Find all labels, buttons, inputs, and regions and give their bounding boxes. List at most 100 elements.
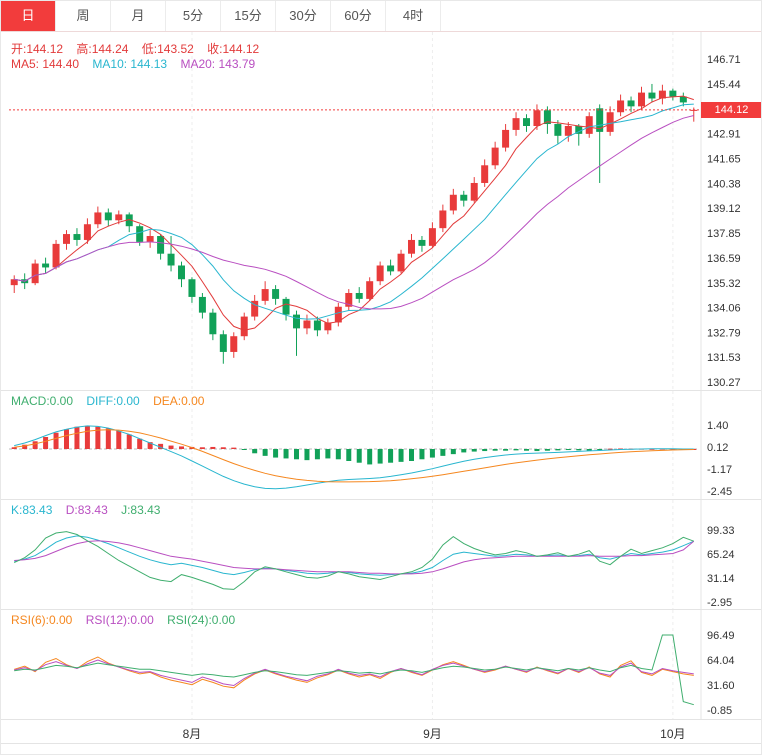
- dea-value: DEA:0.00: [153, 394, 205, 408]
- macd-bar: [168, 445, 174, 449]
- macd-bar: [471, 449, 477, 452]
- candle: [470, 177, 478, 203]
- candle: [512, 112, 520, 136]
- candle: [596, 104, 604, 183]
- macd-bar: [398, 449, 404, 462]
- tab-week[interactable]: 周: [56, 1, 111, 31]
- macd-bar: [440, 449, 446, 456]
- d-value: D:83.43: [65, 503, 108, 517]
- y-axis-label: 65.24: [707, 549, 735, 561]
- candle: [125, 212, 133, 233]
- candle: [272, 285, 280, 305]
- macd-bar: [116, 431, 122, 449]
- candle: [63, 230, 70, 250]
- macd-bar: [419, 449, 425, 460]
- high-value: 高:144.24: [76, 42, 129, 56]
- candle: [146, 230, 154, 248]
- y-axis-label: 0.12: [707, 442, 728, 454]
- candle: [679, 92, 687, 107]
- y-axis-label: 141.65: [707, 153, 741, 165]
- j-value: J:83.43: [121, 503, 161, 517]
- d-line: [14, 540, 695, 575]
- candle: [481, 159, 489, 187]
- candle: [658, 84, 666, 105]
- candle: [564, 122, 572, 142]
- macd-bar: [555, 449, 561, 451]
- y-axis-label: 145.44: [707, 79, 741, 91]
- ma10-line: [14, 103, 694, 320]
- ma20-value: MA20: 143.79: [180, 57, 256, 71]
- tab-30min[interactable]: 30分: [276, 1, 331, 31]
- macd-bar: [367, 449, 373, 465]
- kdj-header: K:83.43 D:83.43 J:83.43: [11, 503, 170, 517]
- macd-bar: [503, 449, 509, 451]
- macd-bar: [450, 449, 456, 455]
- j-line: [13, 531, 694, 590]
- y-axis-label: 99.33: [707, 525, 735, 537]
- macd-bar: [231, 447, 237, 449]
- rsi6-value: RSI(6):0.00: [11, 613, 73, 627]
- x-axis-month-label: 8月: [182, 727, 202, 741]
- rsi6-line: [14, 656, 694, 689]
- macd-bar: [32, 441, 38, 449]
- rsi-header: RSI(6):0.00 RSI(12):0.00 RSI(24):0.00: [11, 613, 245, 627]
- ohlc-header: 开:144.12 高:144.24 低:143.52 收:144.12: [11, 40, 269, 57]
- diff-value: DIFF:0.00: [86, 394, 140, 408]
- macd-bar: [273, 449, 279, 458]
- candle: [334, 302, 342, 327]
- macd-header: MACD:0.00 DIFF:0.00 DEA:0.00: [11, 394, 214, 408]
- candle: [10, 275, 18, 293]
- macd-bar: [241, 449, 247, 450]
- tab-5min[interactable]: 5分: [166, 1, 221, 31]
- tab-60min[interactable]: 60分: [331, 1, 386, 31]
- candle: [240, 312, 248, 341]
- kdj-panel: 99.33 65.24 31.14 -2.95: [1, 499, 761, 609]
- ma10-value: MA10: 144.13: [92, 57, 168, 71]
- macd-bar: [597, 449, 603, 450]
- macd-bar: [429, 449, 435, 458]
- macd-bar: [84, 425, 90, 449]
- candle: [408, 234, 415, 258]
- macd-bar: [649, 448, 655, 450]
- macd-bar: [524, 449, 529, 451]
- candle: [345, 289, 353, 311]
- candle: [209, 308, 217, 341]
- rsi12-value: RSI(12):0.00: [85, 613, 154, 627]
- macd-bar: [492, 449, 498, 451]
- macd-bar: [283, 449, 289, 459]
- candle: [543, 106, 551, 134]
- y-axis-label: -0.85: [707, 705, 732, 717]
- y-axis-label: 132.79: [707, 327, 741, 339]
- main-candlestick-chart: 146.71145.44144.18142.91141.65140.38139.…: [9, 32, 741, 390]
- y-axis-label: 134.06: [707, 303, 741, 315]
- tab-15min[interactable]: 15分: [221, 1, 276, 31]
- timeframe-toolbar: 日周月 5分 15分 30分 60分 4时: [1, 1, 761, 32]
- candle: [669, 88, 677, 101]
- tab-month[interactable]: 月: [111, 1, 166, 31]
- chart-stack: 146.71145.44144.18142.91141.65140.38139.…: [1, 32, 761, 744]
- macd-bar: [670, 448, 676, 450]
- macd-bar: [618, 448, 624, 450]
- candle: [355, 287, 363, 303]
- x-axis-month-label: 10月: [660, 727, 686, 741]
- candle: [73, 228, 81, 246]
- macd-bar: [607, 448, 613, 450]
- candle: [418, 236, 426, 252]
- candle: [533, 104, 541, 130]
- candle: [178, 261, 185, 288]
- ma5-line: [14, 95, 694, 331]
- y-axis-label: 96.49: [707, 630, 735, 642]
- macd-bar: [74, 426, 80, 449]
- macd-bar: [126, 434, 132, 449]
- macd-bar: [377, 449, 383, 464]
- candle: [575, 124, 583, 146]
- tab-day[interactable]: 日: [1, 1, 56, 31]
- macd-bar: [586, 449, 592, 451]
- macd-bar: [252, 449, 258, 454]
- tab-4hour[interactable]: 4时: [386, 1, 441, 31]
- y-axis-label: 64.04: [707, 655, 735, 667]
- macd-bar: [95, 426, 101, 449]
- macd-bar: [565, 449, 571, 451]
- macd-bar: [409, 449, 414, 461]
